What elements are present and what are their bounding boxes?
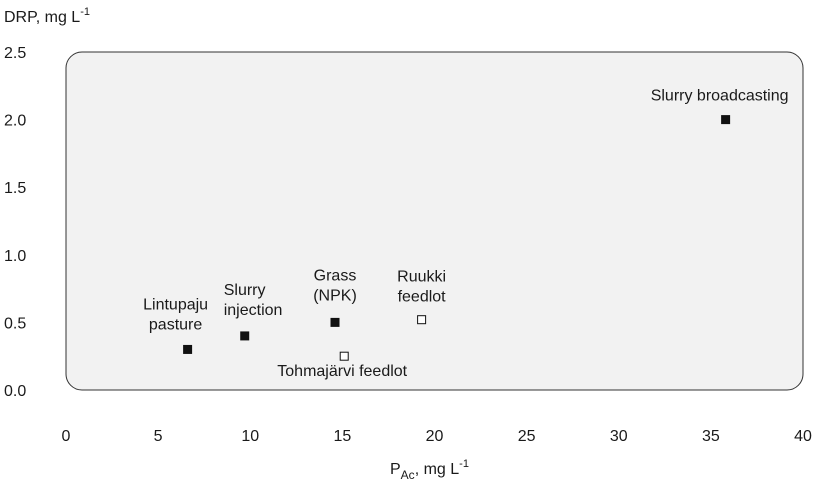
x-tick-label: 10: [241, 428, 259, 445]
marker: [417, 315, 427, 325]
y-tick-label: 0.5: [4, 315, 26, 332]
point-label-line: Lintupaju: [143, 296, 208, 313]
point-label-line: Slurry broadcasting: [651, 88, 789, 105]
x-tick-label: 40: [794, 428, 812, 445]
marker: [339, 351, 349, 361]
point-label-line: Grass: [314, 267, 357, 284]
point-label: Tohmajärvi feedlot: [277, 363, 407, 380]
marker: [330, 317, 340, 327]
x-tick-label: 5: [154, 428, 163, 445]
marker: [183, 344, 193, 354]
x-tick-label: 15: [333, 428, 351, 445]
point-label: Ruukki feedlot: [397, 269, 446, 306]
y-tick-label: 2.0: [4, 113, 26, 130]
point-label: Grass (NPK): [313, 267, 357, 304]
x-tick-label: 35: [702, 428, 720, 445]
y-tick-label: 1.5: [4, 180, 26, 197]
point-label-line: (NPK): [313, 287, 357, 304]
x-axis-label: PAc, mg L-1: [390, 458, 469, 482]
point-label-line: Slurry: [224, 282, 266, 299]
x-tick-label: 25: [518, 428, 536, 445]
point-label-line: Ruukki: [397, 269, 446, 286]
point-label-line: injection: [224, 302, 283, 319]
x-tick-label: 0: [62, 428, 71, 445]
x-tick-label: 30: [610, 428, 628, 445]
y-tick-label: 1.0: [4, 248, 26, 265]
point-label-line: pasture: [149, 316, 202, 333]
marker: [721, 115, 731, 125]
point-label: Slurry injection: [224, 282, 283, 319]
point-label-line: feedlot: [398, 289, 447, 306]
point-label: Slurry broadcasting: [651, 88, 789, 105]
y-axis-label: DRP, mg L-1: [4, 6, 90, 26]
point-label: Lintupaju pasture: [143, 296, 208, 333]
y-tick-label: 2.5: [4, 45, 26, 62]
marker: [240, 331, 250, 341]
point-label-line: Tohmajärvi feedlot: [277, 363, 407, 380]
y-tick-label: 0.0: [4, 383, 26, 400]
plot-frame: [65, 51, 804, 391]
x-tick-label: 20: [426, 428, 444, 445]
